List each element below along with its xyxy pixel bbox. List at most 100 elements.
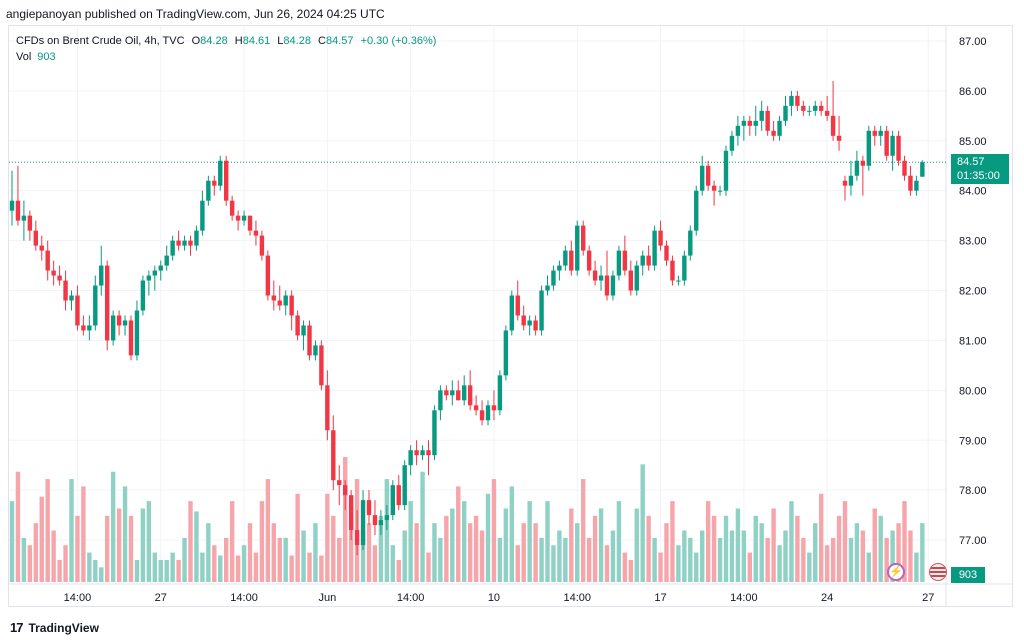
- volume-bar: [789, 501, 794, 582]
- volume-bar: [69, 479, 74, 582]
- volume-bar: [456, 486, 461, 582]
- volume-bar: [723, 515, 729, 582]
- volume-bar: [170, 552, 175, 582]
- y-tick-label: 83.00: [959, 236, 987, 248]
- candle-body: [57, 275, 62, 281]
- candle-body: [622, 250, 628, 271]
- candle-body: [658, 230, 663, 246]
- candle-body: [325, 385, 330, 431]
- candle-body: [586, 250, 592, 271]
- volume-bar: [45, 479, 50, 582]
- candle-body: [253, 230, 259, 236]
- volume-bar: [206, 523, 211, 582]
- candle-body: [700, 165, 705, 191]
- volume-bar: [622, 552, 628, 582]
- candle-body: [116, 315, 122, 326]
- volume-bar: [152, 552, 157, 582]
- candle-body: [313, 345, 318, 356]
- volume-bar: [295, 493, 300, 582]
- x-tick-label: 14:00: [397, 592, 425, 604]
- close-label: C: [318, 35, 326, 47]
- candle-body: [896, 135, 901, 161]
- candle-body: [265, 255, 271, 296]
- volume-bar: [741, 530, 747, 582]
- volume-bar: [212, 545, 217, 582]
- candle-body: [81, 325, 86, 331]
- candle-body: [33, 230, 38, 246]
- us-flag-icon[interactable]: [929, 563, 947, 581]
- candle-body: [628, 270, 633, 291]
- volume-bar: [116, 508, 122, 582]
- candle-body: [444, 390, 449, 396]
- volume-bar: [301, 530, 306, 582]
- candle-body: [152, 270, 157, 276]
- volume-bar: [122, 486, 128, 582]
- candle-body: [45, 250, 50, 271]
- candle-body: [914, 180, 919, 191]
- candle-body: [741, 120, 747, 126]
- volume-bar: [848, 537, 854, 582]
- candle-body: [158, 265, 163, 271]
- volume-bar: [842, 501, 848, 582]
- volume-bar: [194, 511, 199, 582]
- volume-bar: [735, 508, 741, 582]
- volume-bar: [854, 523, 860, 582]
- candle-body: [824, 110, 830, 116]
- x-tick-label: 17: [654, 592, 666, 604]
- volume-bar: [705, 501, 711, 582]
- candle-body: [729, 135, 735, 151]
- volume-bar: [497, 537, 503, 582]
- volume-bar: [592, 515, 598, 582]
- y-tick-label: 79.00: [959, 435, 987, 447]
- candle-body: [735, 125, 741, 136]
- volume-bar: [396, 559, 401, 582]
- candle-body: [51, 270, 56, 276]
- volume-bar: [200, 552, 205, 582]
- chart-legend: CFDs on Brent Crude Oil, 4h, TVC O84.28 …: [16, 33, 436, 65]
- candle-body: [9, 200, 15, 211]
- candle-body: [497, 375, 503, 411]
- volume-bar: [325, 493, 330, 582]
- candle-body: [438, 390, 443, 411]
- candle-body: [581, 225, 586, 251]
- candle-body: [105, 265, 110, 341]
- candle-body: [426, 450, 431, 456]
- candle-body: [39, 245, 44, 251]
- x-tick-label: 14:00: [64, 592, 92, 604]
- volume-bar: [527, 501, 532, 582]
- candle-body: [390, 485, 395, 516]
- y-tick-label: 77.00: [959, 535, 987, 547]
- volume-bar: [682, 530, 687, 582]
- volume-bar: [450, 508, 455, 582]
- volume-bar: [57, 559, 62, 582]
- volume-bar: [93, 559, 98, 582]
- volume-bar: [646, 515, 651, 582]
- candle-body: [75, 295, 80, 326]
- volume-bar: [337, 537, 342, 582]
- candle-body: [717, 190, 723, 192]
- volume-bar: [819, 493, 824, 582]
- candle-body: [402, 465, 407, 506]
- candle-body: [283, 295, 288, 306]
- candle-body: [235, 215, 241, 221]
- candle-body: [848, 175, 854, 186]
- candle-body: [503, 330, 509, 376]
- volume-bar: [610, 530, 616, 582]
- volume-bar: [664, 523, 669, 582]
- volume-bar: [188, 501, 193, 582]
- volume-bar: [146, 501, 152, 582]
- volume-bar: [860, 530, 866, 582]
- volume-bar: [372, 545, 378, 582]
- volume-bar: [658, 552, 663, 582]
- volume-bar: [283, 537, 288, 582]
- volume-bar: [604, 545, 610, 582]
- symbol-label[interactable]: CFDs on Brent Crude Oil, 4h, TVC: [16, 35, 185, 47]
- brand-name: TradingView: [28, 620, 99, 635]
- volume-bar: [717, 537, 723, 582]
- volume-bar: [432, 523, 437, 582]
- candle-body: [664, 245, 669, 261]
- candle-body: [765, 110, 770, 131]
- lightning-icon[interactable]: ⚡: [887, 563, 905, 581]
- x-tick-label: 14:00: [230, 592, 258, 604]
